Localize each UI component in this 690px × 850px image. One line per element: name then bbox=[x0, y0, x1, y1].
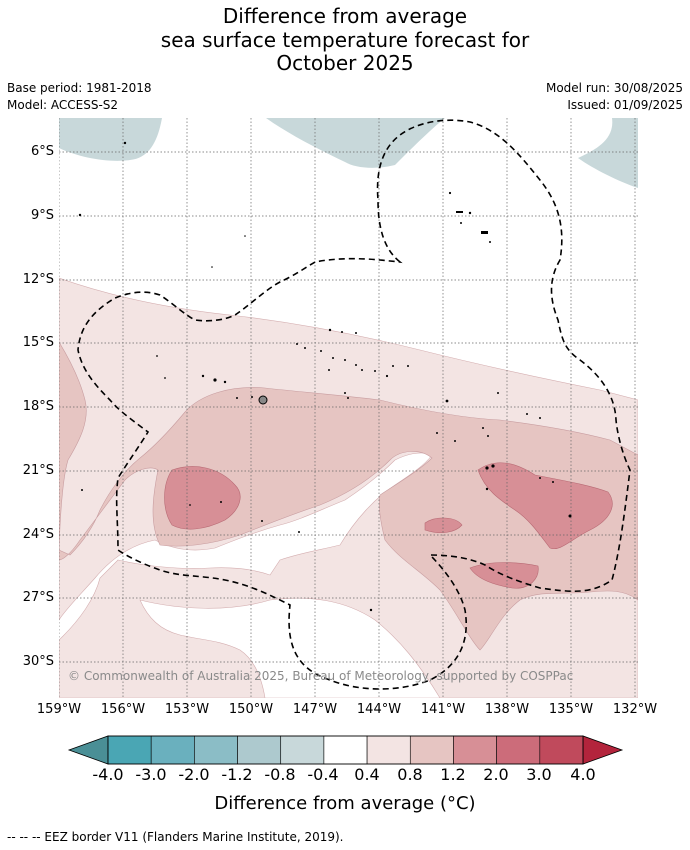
colorbar-segment bbox=[366, 735, 411, 765]
lon-label-156w: 156°W bbox=[100, 702, 146, 717]
colorbar-tick: -3.0 bbox=[135, 765, 167, 784]
colorbar-tick: 0.4 bbox=[354, 765, 380, 784]
lat-label-6s: 6°S bbox=[30, 144, 54, 159]
colorbar-tick: 1.2 bbox=[440, 765, 466, 784]
cool-anomaly-ne bbox=[578, 118, 638, 188]
colorbar-tick: 2.0 bbox=[483, 765, 509, 784]
colorbar-tick: -4.0 bbox=[92, 765, 124, 784]
eez-border bbox=[77, 119, 631, 690]
cool-anomaly-nw bbox=[59, 118, 162, 161]
colorbar-segment bbox=[496, 735, 541, 765]
colorbar-tick: -2.0 bbox=[178, 765, 210, 784]
lon-label-159w: 159°W bbox=[36, 702, 82, 717]
colorbar-segment bbox=[539, 735, 584, 765]
warm-anomaly-1-2-east bbox=[477, 462, 613, 550]
colorbar-segment bbox=[150, 735, 195, 765]
lat-label-27s: 27°S bbox=[22, 590, 54, 605]
colorbar-segment bbox=[409, 735, 454, 765]
warm-anomaly-1-2-west bbox=[164, 466, 241, 530]
colorbar-segment bbox=[237, 735, 282, 765]
neutral-area-south bbox=[139, 597, 441, 698]
gridlines bbox=[59, 118, 638, 698]
cool-anomaly-north bbox=[266, 118, 445, 168]
lon-label-141w: 141°W bbox=[420, 702, 466, 717]
title-line-2: sea surface temperature forecast for bbox=[160, 28, 530, 52]
colorbar-segment bbox=[323, 735, 368, 765]
colorbar-low-arrow bbox=[67, 735, 109, 765]
eez-legend: -- -- -- EEZ border V11 (Flanders Marine… bbox=[7, 830, 344, 844]
colorbar-label: Difference from average (°C) bbox=[214, 793, 476, 814]
lon-label-144w: 144°W bbox=[356, 702, 402, 717]
lat-label-24s: 24°S bbox=[22, 527, 54, 542]
title-line-1: Difference from average bbox=[222, 4, 468, 28]
colorbar-tick: 0.8 bbox=[397, 765, 423, 784]
base-period: Base period: 1981-2018 bbox=[7, 81, 152, 95]
title-line-3: October 2025 bbox=[276, 51, 414, 75]
colorbar-tick: 4.0 bbox=[570, 765, 596, 784]
map-copyright: © Commonwealth of Australia 2025, Bureau… bbox=[68, 669, 574, 683]
issued-date: Issued: 01/09/2025 bbox=[567, 98, 683, 112]
colorbar bbox=[67, 735, 624, 765]
colorbar-segment bbox=[453, 735, 497, 765]
lon-label-150w: 150°W bbox=[228, 702, 274, 717]
colorbar-tick: -0.4 bbox=[307, 765, 339, 784]
lat-label-21s: 21°S bbox=[22, 463, 54, 478]
colorbar-segment bbox=[194, 735, 238, 765]
colorbar-tick: 3.0 bbox=[526, 765, 552, 784]
colorbar-segment bbox=[280, 735, 325, 765]
colorbar-high-arrow bbox=[582, 735, 624, 765]
map-area bbox=[59, 118, 638, 698]
lon-label-138w: 138°W bbox=[484, 702, 530, 717]
islands bbox=[78, 141, 572, 612]
lon-label-147w: 147°W bbox=[292, 702, 338, 717]
colorbar-tick: -0.8 bbox=[264, 765, 296, 784]
lat-label-30s: 30°S bbox=[22, 654, 54, 669]
lon-label-132w: 132°W bbox=[612, 702, 658, 717]
lat-label-9s: 9°S bbox=[30, 208, 54, 223]
lat-label-15s: 15°S bbox=[22, 335, 54, 350]
lat-label-12s: 12°S bbox=[22, 272, 54, 287]
warm-anomaly-1-2-mid bbox=[424, 517, 463, 534]
colorbar-tick: -1.2 bbox=[221, 765, 253, 784]
model-run: Model run: 30/08/2025 bbox=[545, 81, 683, 95]
lon-label-153w: 153°W bbox=[164, 702, 210, 717]
model-name: Model: ACCESS-S2 bbox=[7, 98, 119, 112]
lat-label-18s: 18°S bbox=[22, 399, 54, 414]
colorbar-segment bbox=[107, 735, 152, 765]
lon-label-135w: 135°W bbox=[548, 702, 594, 717]
